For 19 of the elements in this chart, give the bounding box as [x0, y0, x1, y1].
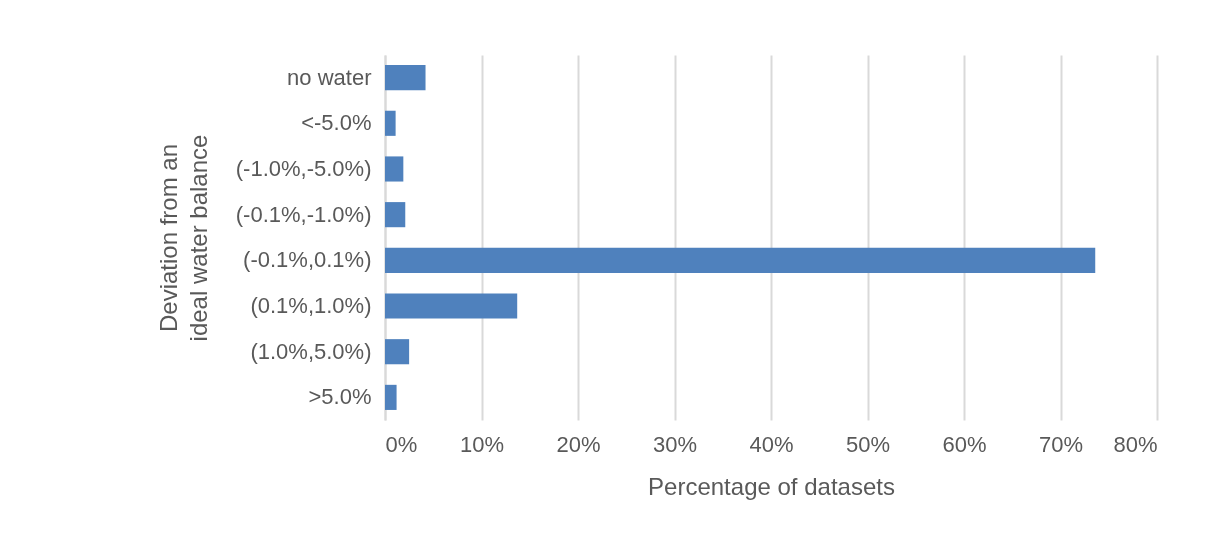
y-tick-label: (-1.0%,-5.0%) [235, 155, 372, 181]
x-tick-label: 70% [1038, 431, 1084, 457]
y-tick-label: <-5.0% [301, 110, 372, 136]
x-tick-label: 40% [749, 431, 794, 457]
y-tick-label: >5.0% [308, 384, 372, 410]
x-tick-label: 20% [556, 431, 601, 457]
x-tick-label: 0% [385, 431, 418, 457]
x-tick-label: 60% [942, 431, 987, 457]
y-tick-label: no water [287, 64, 372, 90]
x-tick-label: 50% [845, 431, 891, 457]
y-tick-label: (0.1%,1.0%) [250, 293, 372, 319]
x-axis-title: Percentage of datasets [648, 472, 895, 500]
y-tick-label: (1.0%,5.0%) [250, 338, 372, 364]
y-axis-title: Deviation from an ideal water balance [154, 134, 212, 342]
x-tick-label: 80% [1113, 431, 1158, 457]
y-tick-label: (-0.1%,-1.0%) [235, 201, 372, 227]
x-tick-label: 10% [459, 431, 505, 457]
x-tick-label: 30% [652, 431, 698, 457]
y-tick-label: (-0.1%,0.1%) [243, 247, 372, 273]
